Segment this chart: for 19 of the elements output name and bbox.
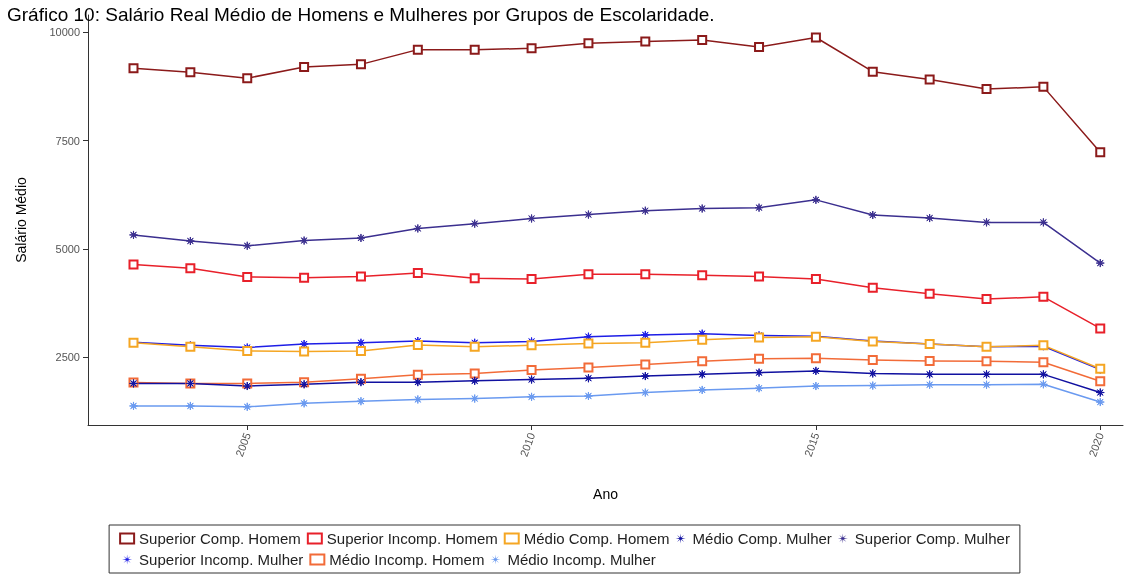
legend-label: Superior Comp. Homem [139, 530, 301, 547]
chart-title: Gráfico 10: Salário Real Médio de Homens e Mulheres por Grupos de Escolaridade. [7, 4, 715, 25]
legend-label: Superior Incomp. Homem [326, 530, 498, 547]
y-axis-title: Salário Médio [13, 176, 29, 263]
legend-label: Médio Comp. Homem [523, 530, 670, 547]
legend-label: Médio Comp. Mulher [692, 530, 832, 547]
y-tick-label: 5000 [55, 242, 80, 255]
legend-label: Superior Comp. Mulher [854, 530, 1010, 547]
x-tick-label: 2005 [233, 430, 253, 459]
x-axis-title: Ano [593, 486, 619, 502]
x-tick-label: 2020 [1086, 430, 1106, 459]
y-tick-label: 2500 [55, 351, 80, 364]
x-tick-label: 2010 [517, 430, 538, 459]
y-tick-label: 10000 [49, 26, 80, 39]
legend-label: Médio Incomp. Homem [329, 551, 485, 568]
legend-label: Médio Incomp. Mulher [507, 551, 656, 568]
legend-label: Superior Incomp. Mulher [139, 551, 304, 568]
x-tick-label: 2015 [801, 430, 822, 459]
y-tick-label: 7500 [55, 134, 80, 147]
